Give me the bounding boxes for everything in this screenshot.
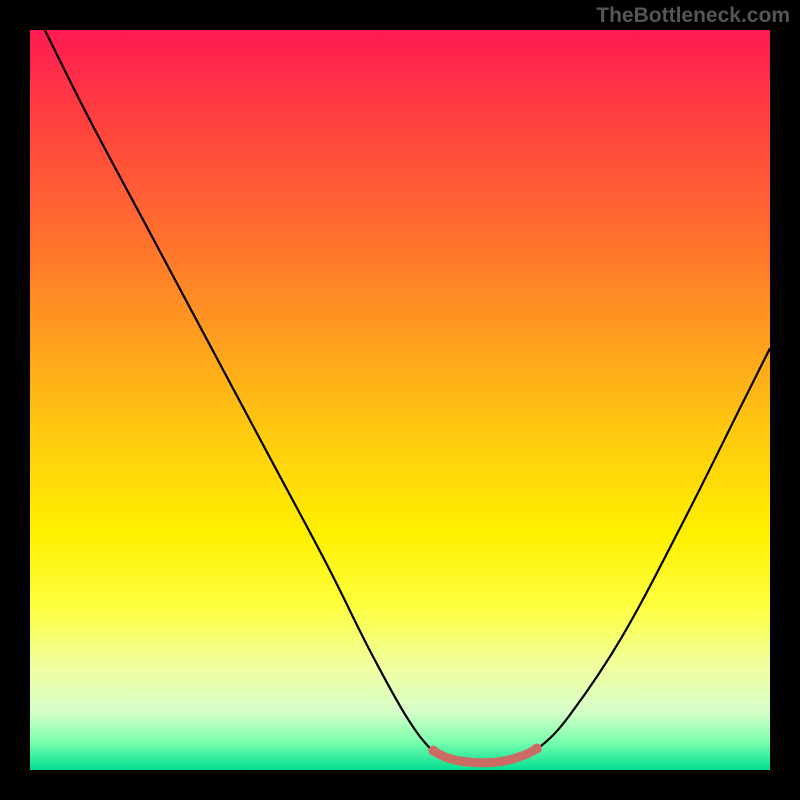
chart-frame: TheBottleneck.com [0, 0, 800, 800]
valley-highlight-marker [428, 746, 438, 756]
valley-highlight-marker [532, 744, 542, 754]
watermark-text: TheBottleneck.com [596, 4, 790, 28]
bottleneck-curve [45, 30, 770, 763]
curve-group [45, 30, 770, 763]
chart-svg [0, 0, 800, 800]
valley-highlight [433, 749, 537, 763]
